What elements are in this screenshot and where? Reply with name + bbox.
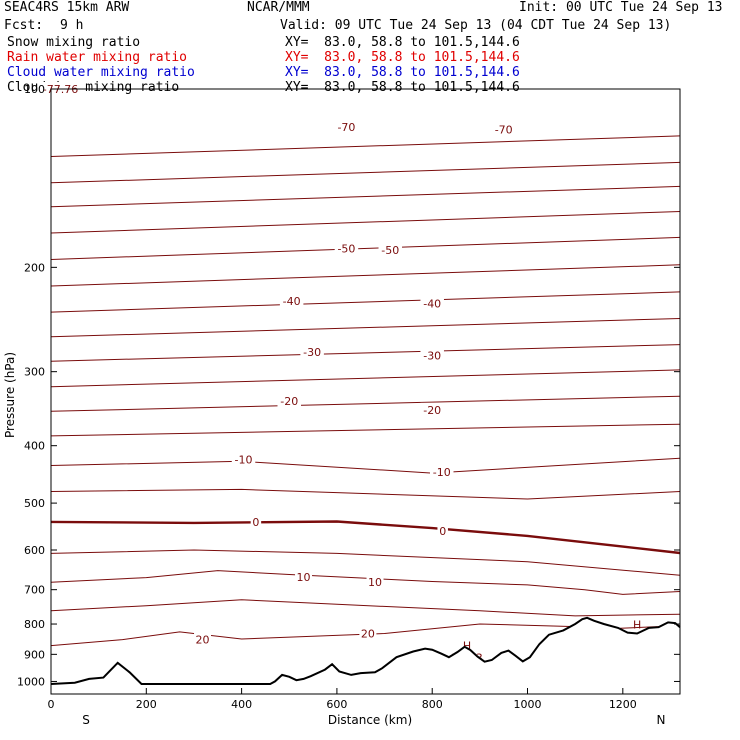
y-tick-label: 700 bbox=[24, 584, 45, 597]
field-name-snow: Snow mixing ratio bbox=[7, 35, 141, 50]
maximum-marker: H bbox=[463, 639, 471, 652]
isotherm-m70 bbox=[50, 135, 681, 157]
isotherm-m30 bbox=[50, 344, 681, 362]
contour-label: -30 bbox=[423, 350, 441, 363]
terrain-mask bbox=[51, 617, 680, 694]
contour-label: -20 bbox=[280, 395, 298, 408]
contour-label-bg bbox=[420, 402, 444, 416]
x-tick-label: 1200 bbox=[609, 698, 637, 711]
isotherm-m45 bbox=[50, 264, 681, 287]
x-endpoint-start: S bbox=[82, 713, 90, 727]
contour-label-bg bbox=[437, 523, 448, 537]
y-tick-label: 300 bbox=[24, 366, 45, 379]
contour-label: 20 bbox=[196, 634, 210, 647]
model-title: SEAC4RS 15km ARW bbox=[4, 0, 130, 15]
y-tick-label: 800 bbox=[24, 618, 45, 631]
field-xy-rain: XY= 83.0, 58.8 to 101.5,144.6 bbox=[285, 50, 520, 65]
terrain-profile bbox=[50, 616, 681, 694]
contour-label: -40 bbox=[283, 295, 301, 308]
x-endpoint-end: N bbox=[657, 713, 666, 727]
isotherm-0 bbox=[50, 520, 681, 555]
contour-label-bg bbox=[231, 452, 256, 466]
y-tick-label: 1000 bbox=[17, 675, 45, 688]
isotherm-m20 bbox=[50, 395, 681, 412]
x-tick-label: 600 bbox=[326, 698, 347, 711]
contour-label: -70 bbox=[337, 121, 355, 134]
field-name-rain: Rain water mixing ratio bbox=[7, 50, 188, 65]
contour-label: 20 bbox=[361, 628, 375, 641]
contour-label-bg bbox=[359, 626, 377, 640]
contour-label: 10 bbox=[297, 571, 311, 584]
contour-label-bg bbox=[378, 243, 403, 257]
contour-label: 0 bbox=[439, 525, 446, 538]
isotherm-contours bbox=[50, 135, 681, 647]
x-axis-label: Distance (km) bbox=[328, 713, 412, 727]
x-axis: 0 200 400 600 800 1000 1200 bbox=[48, 688, 637, 711]
isotherm-m5 bbox=[50, 488, 681, 500]
isotherm-m50 bbox=[50, 236, 681, 260]
contour-label-bg bbox=[279, 294, 304, 308]
isotherm-m25 bbox=[50, 369, 681, 388]
isotherm-10 bbox=[50, 570, 681, 595]
plot-frame bbox=[50, 88, 681, 695]
y-tick-label: 200 bbox=[24, 261, 45, 274]
isotherm-m15 bbox=[50, 423, 681, 437]
maximum-marker: H bbox=[633, 618, 641, 631]
contour-label-bg bbox=[420, 348, 444, 362]
contour-label-bg bbox=[295, 569, 313, 583]
field-xy-cloud-ice: XY= 83.0, 58.8 to 101.5,144.6 bbox=[285, 80, 520, 95]
contour-label: -30 bbox=[303, 346, 321, 359]
valid-time: Valid: 09 UTC Tue 24 Sep 13 (04 CDT Tue … bbox=[280, 18, 672, 33]
contour-label-bg bbox=[250, 514, 262, 528]
field-name-cloud-water: Cloud water mixing ratio bbox=[7, 65, 195, 80]
contour-label-bg bbox=[334, 120, 359, 134]
contour-label-bg bbox=[277, 393, 302, 407]
y-tick-label: 400 bbox=[24, 440, 45, 453]
y-tick-label: 100 bbox=[24, 83, 45, 96]
init-time: Init: 00 UTC Tue 24 Sep 13 bbox=[519, 0, 723, 15]
isotherm-5 bbox=[50, 549, 681, 576]
isotherm-m55 bbox=[50, 211, 681, 234]
contour-label: -70 bbox=[495, 123, 513, 136]
isotherm-m65 bbox=[50, 161, 681, 184]
isotherm-m60 bbox=[50, 185, 681, 208]
x-tick-label: 200 bbox=[136, 698, 157, 711]
contour-label-bg bbox=[366, 575, 384, 589]
y-axis-label: Pressure (hPa) bbox=[3, 352, 17, 438]
isotherm-15 bbox=[50, 599, 681, 617]
field-xy-cloud-water: XY= 83.0, 58.8 to 101.5,144.6 bbox=[285, 65, 520, 80]
contour-label-bg bbox=[300, 345, 324, 359]
contour-label-bg bbox=[334, 241, 359, 255]
contour-label-bg bbox=[491, 122, 516, 136]
contour-label-bg bbox=[194, 632, 212, 646]
x-tick-label: 1000 bbox=[514, 698, 542, 711]
contour-label: 10 bbox=[368, 576, 382, 589]
contour-label-bg bbox=[420, 296, 444, 310]
fcst-value: 9 h bbox=[60, 18, 84, 33]
y-tick-label: 500 bbox=[24, 497, 45, 510]
isotherm-m10 bbox=[50, 457, 681, 474]
fcst-label: Fcst: bbox=[4, 18, 44, 33]
contour-label: -40 bbox=[423, 297, 441, 310]
terrain-line bbox=[50, 616, 681, 685]
y-tick-label: 900 bbox=[24, 648, 45, 661]
contour-label: -50 bbox=[337, 243, 355, 256]
contour-label: -20 bbox=[423, 404, 441, 417]
y-tick-label: 600 bbox=[24, 544, 45, 557]
contour-labels: -77.76-70 -70-50 -50-40 -40-30 -30-20-20-10-… bbox=[39, 82, 516, 647]
contour-label-bg bbox=[429, 464, 454, 478]
contour-label: -50 bbox=[381, 244, 399, 257]
field-xy-snow: XY= 83.0, 58.8 to 101.5,144.6 bbox=[285, 35, 520, 50]
contour-label: -10 bbox=[235, 453, 253, 466]
x-tick-label: 0 bbox=[48, 698, 55, 711]
contour-label: 0 bbox=[252, 516, 259, 529]
x-tick-label: 400 bbox=[231, 698, 252, 711]
x-tick-label: 800 bbox=[422, 698, 443, 711]
contour-label: -10 bbox=[433, 466, 451, 479]
isotherm-m40 bbox=[50, 291, 681, 313]
isotherm-m35 bbox=[50, 318, 681, 338]
center-name: NCAR/MMM bbox=[247, 0, 310, 15]
